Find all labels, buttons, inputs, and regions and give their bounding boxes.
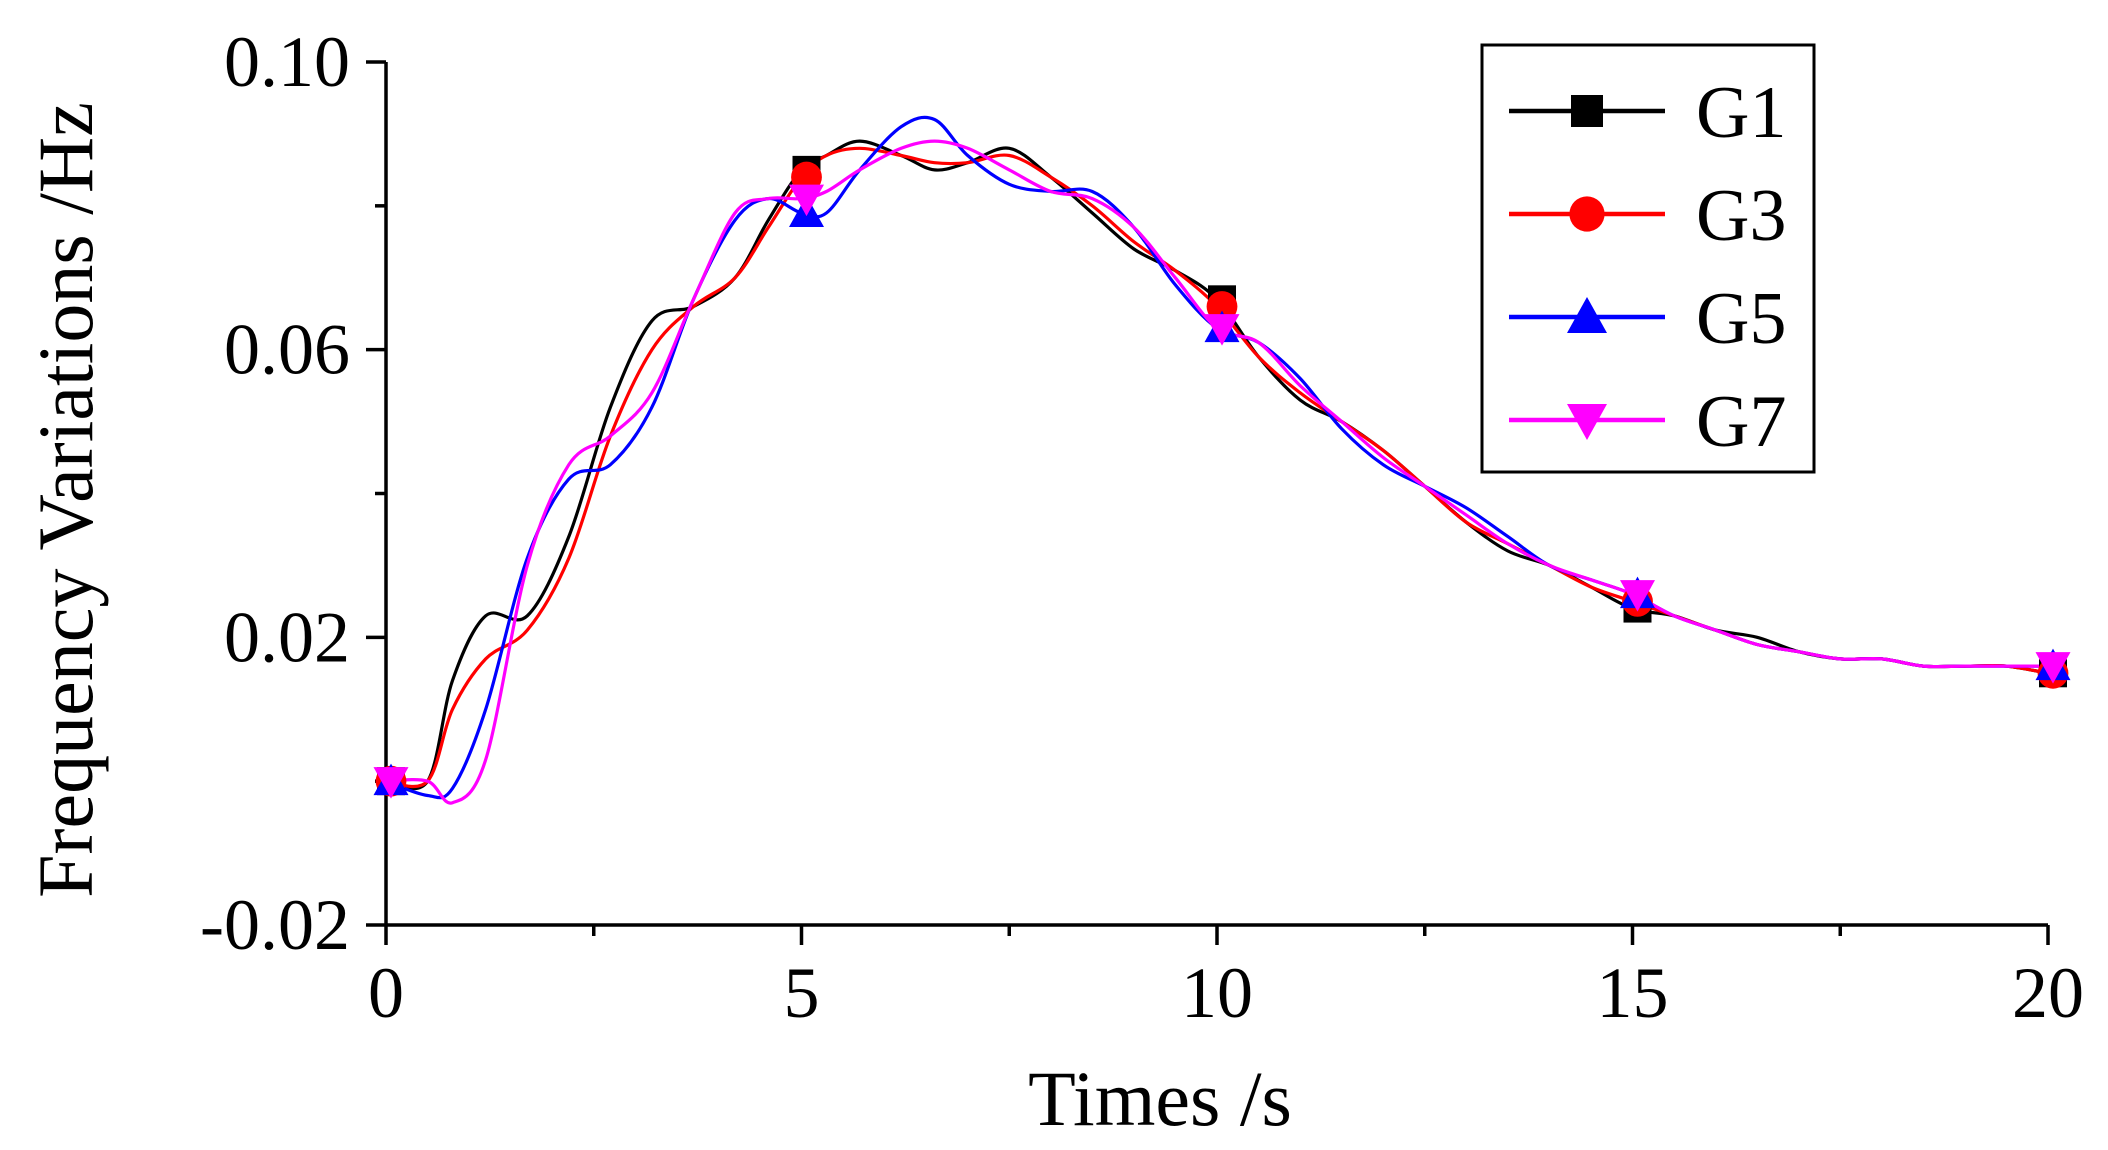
x-axis-title: Times /s	[1028, 1055, 1292, 1142]
legend-label-g3: G3	[1696, 175, 1786, 257]
data-point-g7	[373, 767, 409, 799]
x-tick-label: 0	[368, 953, 404, 1033]
y-tick-label: 0.10	[224, 22, 350, 102]
legend-marker-g1	[1571, 95, 1603, 127]
y-tick-label: 0.06	[224, 310, 350, 390]
x-tick-label: 5	[784, 953, 820, 1033]
legend-label-g1: G1	[1696, 72, 1786, 154]
legend-marker-g7	[1567, 404, 1607, 440]
legend-box	[1480, 43, 1816, 474]
legend-label-g7: G7	[1696, 381, 1786, 463]
axes: 0 5 10 15 20 -0.02 0.02 0.06 0.10	[200, 22, 2084, 1033]
x-tick-label: 20	[2012, 953, 2084, 1033]
legend-label-g5: G5	[1696, 278, 1786, 360]
legend: G1 G3 G5 G7	[1480, 43, 1816, 474]
data-point-g7	[789, 184, 824, 217]
series-line-g1	[384, 139, 2050, 791]
legend-marker-g5	[1567, 297, 1607, 333]
x-tick-label: 10	[1181, 953, 1253, 1033]
legend-marker-g3	[1569, 196, 1605, 232]
data-point-g7	[1620, 580, 1655, 612]
y-axis-title: Frequency Variations /Hz	[22, 102, 109, 898]
data-point-g7	[1204, 314, 1240, 346]
data-point-g7	[2035, 652, 2071, 684]
plot-markers	[373, 155, 2071, 799]
plot-lines	[384, 115, 2050, 805]
y-tick-label: -0.02	[200, 885, 350, 965]
y-tick-label: 0.02	[224, 597, 350, 677]
series-line-g7	[384, 139, 2050, 805]
x-tick-label: 15	[1597, 953, 1669, 1033]
